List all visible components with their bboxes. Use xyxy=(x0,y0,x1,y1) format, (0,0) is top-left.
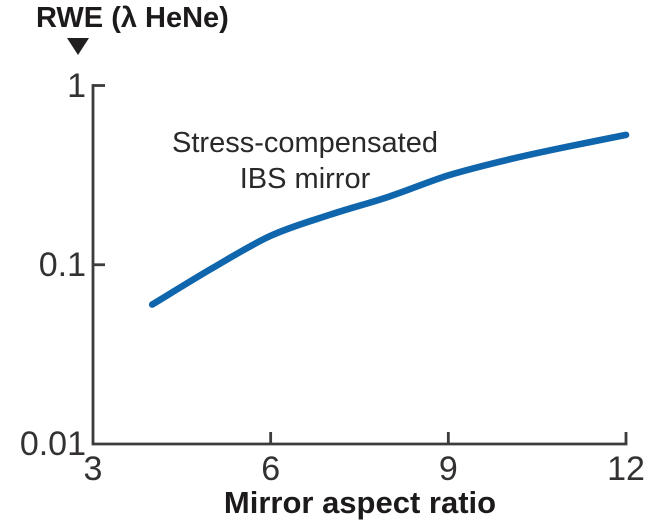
down-arrow-icon xyxy=(67,38,89,55)
annotation-line2: IBS mirror xyxy=(239,163,371,195)
x-tick-label: 3 xyxy=(83,450,103,488)
x-tick-label: 12 xyxy=(607,450,645,488)
y-tick-label: 1 xyxy=(67,66,86,105)
x-tick-label: 6 xyxy=(261,450,281,488)
series-annotation: Stress-compensated IBS mirror xyxy=(165,125,445,197)
series-line xyxy=(148,131,630,308)
y-tick-label: 0.1 xyxy=(38,245,86,284)
y-axis-title: RWE (λ HeNe) xyxy=(36,2,229,34)
x-axis-label: Mirror aspect ratio xyxy=(223,485,497,520)
axis-lines xyxy=(91,84,628,446)
x-tick-label: 9 xyxy=(438,450,458,488)
y-tick-label: 0.01 xyxy=(19,425,86,463)
tick-marks xyxy=(93,84,628,444)
annotation-line1: Stress-compensated xyxy=(172,127,438,159)
